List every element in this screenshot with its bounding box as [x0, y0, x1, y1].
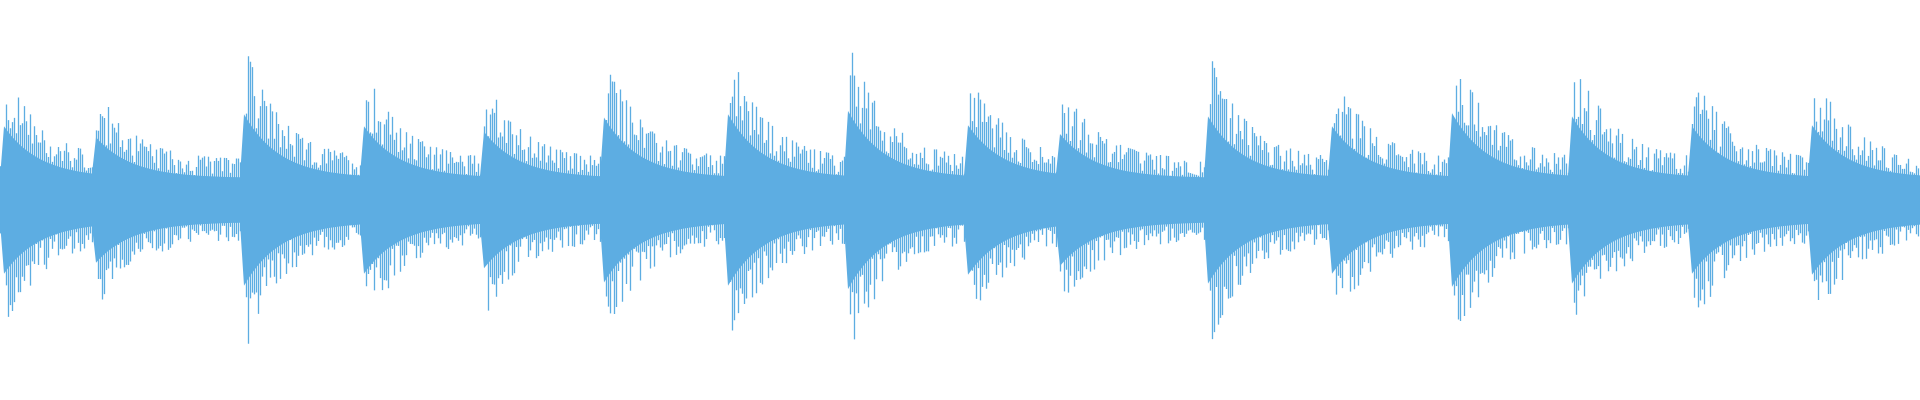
- waveform-samples: [0, 52, 1920, 344]
- waveform-core: [0, 110, 1920, 290]
